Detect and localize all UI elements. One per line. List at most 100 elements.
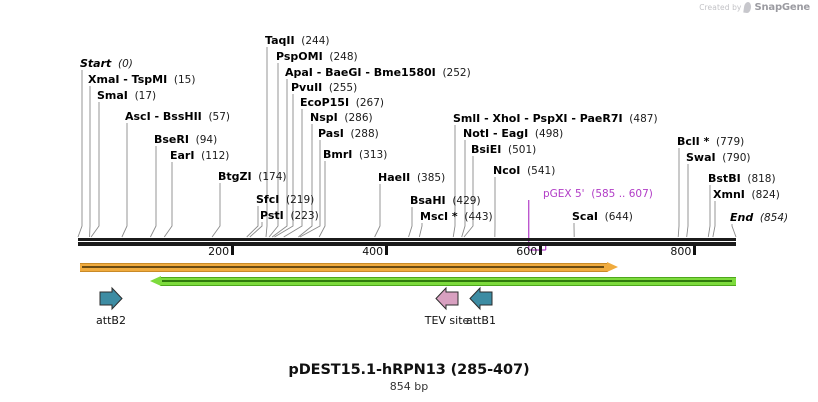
enzyme-name: PstI [260, 209, 284, 222]
enzyme-label[interactable]: Start (0) [80, 57, 133, 71]
enzyme-label[interactable]: BmrI (313) [323, 148, 387, 162]
enzyme-label[interactable]: BsaHI (429) [410, 195, 481, 208]
enzyme-name: HaeII [378, 171, 411, 184]
page-title: pDEST15.1-hRPN13 (285-407) [288, 362, 530, 378]
enzyme-label[interactable]: BtgZI (174) [218, 171, 287, 184]
enzyme-name: BseRI [154, 133, 189, 146]
enzyme-leader-line [318, 161, 326, 238]
enzyme-label[interactable]: TaqII (244) [265, 34, 330, 48]
enzyme-name: XmaI - TspMI [88, 73, 168, 86]
enzyme-label[interactable]: ApaI - BaeGI - Bme1580I (252) [285, 67, 471, 80]
enzyme-leader-line [686, 164, 689, 238]
enzyme-name: EcoP15I [300, 96, 350, 109]
enzyme-label[interactable]: ScaI (644) [572, 211, 633, 224]
enzyme-leader-line [374, 184, 381, 238]
enzyme-position: (244) [294, 35, 330, 47]
enzyme-label[interactable]: XmaI - TspMI (15) [88, 73, 195, 87]
enzyme-position: (487) [622, 113, 658, 125]
enzyme-label[interactable]: BstBI (818) [708, 173, 776, 186]
enzyme-position: (585 .. 607) [584, 188, 653, 200]
enzyme-label[interactable]: EarI (112) [170, 149, 229, 163]
snapgene-watermark: Created by SnapGene [699, 1, 810, 14]
ruler-tick-label: 800 [670, 245, 692, 258]
enzyme-position: (429) [445, 195, 481, 207]
enzyme-label[interactable]: PspOMI (248) [276, 51, 358, 64]
enzyme-position: (541) [520, 165, 556, 177]
enzyme-name: NspI [310, 111, 338, 124]
enzyme-label[interactable]: XmnI (824) [713, 188, 780, 202]
enzyme-name: NcoI [493, 164, 521, 177]
snapgene-leaf-icon [743, 1, 753, 14]
feature-track-core [162, 280, 732, 282]
enzyme-label[interactable]: MscI * (443) [420, 211, 493, 224]
green-insert-track[interactable] [150, 276, 736, 286]
enzyme-position: (443) [457, 211, 493, 223]
enzyme-label[interactable]: NcoI (541) [493, 164, 556, 178]
ruler-tick [231, 246, 235, 255]
enzyme-label[interactable]: HaeII (385) [378, 171, 445, 185]
enzyme-position: (219) [279, 194, 315, 206]
enzyme-name: PvuII [291, 81, 323, 94]
feature-track-core [82, 266, 604, 268]
watermark-created-by: Created by [699, 3, 742, 12]
enzyme-position: (779) [709, 136, 745, 148]
enzyme-name: BsiEI [471, 143, 502, 156]
enzyme-leader-line [299, 140, 321, 238]
enzyme-position: (174) [251, 171, 287, 183]
enzyme-label[interactable]: NotI - EagI (498) [463, 128, 564, 141]
sequence-axis-line-top [78, 238, 736, 241]
enzyme-label[interactable]: AscI - BssHII (57) [125, 110, 230, 124]
watermark-brand: SnapGene [754, 2, 810, 13]
enzyme-label[interactable]: PvuII (255) [291, 81, 357, 95]
enzyme-leader-line [246, 206, 259, 238]
enzyme-label[interactable]: PstI (223) [260, 209, 319, 223]
enzyme-label[interactable]: PasI (288) [318, 127, 379, 141]
enzyme-position: (501) [501, 144, 537, 156]
enzyme-label[interactable]: BsiEI (501) [471, 143, 537, 157]
enzyme-leader-line [163, 162, 173, 238]
enzyme-leader-line [150, 146, 157, 238]
enzyme-label[interactable]: SmaI (17) [97, 90, 156, 103]
enzyme-label[interactable]: SfcI (219) [256, 194, 315, 207]
enzyme-leader-line [707, 185, 711, 238]
enzyme-leader-line [731, 224, 737, 238]
enzyme-name: Start [80, 57, 112, 70]
enzyme-position: (288) [343, 128, 379, 140]
enzyme-name: EarI [170, 149, 195, 162]
feature-track-arrowhead-left [150, 276, 161, 286]
enzyme-label[interactable]: End (854) [730, 211, 788, 225]
orange-gst-track[interactable] [80, 262, 618, 272]
enzyme-leader-line [77, 70, 83, 238]
enzyme-leader-line [712, 201, 716, 238]
enzyme-label[interactable]: BseRI (94) [154, 133, 217, 147]
enzyme-position: (0) [111, 58, 133, 70]
enzyme-label[interactable]: SmlI - XhoI - PspXI - PaeR7I (487) [453, 112, 658, 126]
enzyme-label[interactable]: NspI (286) [310, 111, 373, 125]
feature-arrow-shape [99, 286, 123, 311]
enzyme-position: (248) [322, 51, 358, 63]
enzyme-name: SmlI - XhoI - PspXI - PaeR7I [453, 112, 623, 125]
feature-arrow-attb2[interactable] [98, 286, 124, 312]
ruler-tick [539, 246, 543, 255]
enzyme-name: PasI [318, 127, 344, 140]
feature-arrow-tev-site[interactable] [434, 286, 460, 312]
enzyme-position: (790) [715, 152, 751, 164]
enzyme-name: AscI - BssHII [125, 110, 202, 123]
enzyme-label[interactable]: BclI * (779) [677, 135, 745, 149]
ruler-tick [693, 246, 697, 255]
ruler-tick [385, 246, 389, 255]
enzyme-name: SwaI [686, 151, 716, 164]
enzyme-name: End [730, 211, 754, 224]
enzyme-label[interactable]: SwaI (790) [686, 151, 751, 165]
feature-arrow-shape [469, 286, 493, 311]
enzyme-name: TaqII [265, 34, 295, 47]
enzyme-name: XmnI [713, 188, 745, 201]
feature-arrow-attb1[interactable] [468, 286, 494, 312]
enzyme-position: (644) [597, 211, 633, 223]
enzyme-label[interactable]: EcoP15I (267) [300, 96, 384, 110]
enzyme-name: BclI * [677, 135, 710, 148]
enzyme-label[interactable]: pGEX 5' (585 .. 607) [543, 188, 653, 200]
page-subtitle: 854 bp [389, 380, 429, 393]
enzyme-name: BmrI [323, 148, 353, 161]
enzyme-position: (498) [528, 128, 564, 140]
